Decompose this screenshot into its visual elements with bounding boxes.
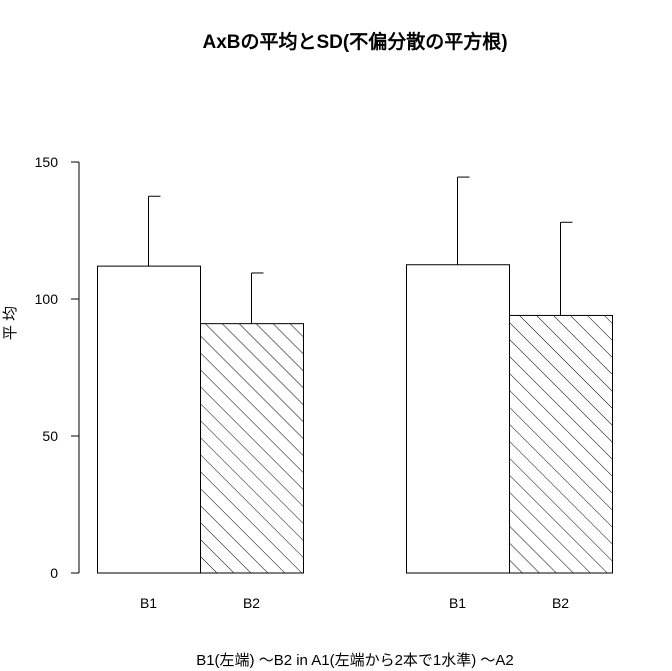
y-axis: 0 50 100 150 [35, 154, 80, 581]
category-label: B2 [552, 595, 569, 611]
category-label: B1 [140, 595, 157, 611]
bar [406, 264, 510, 574]
bar [200, 323, 304, 574]
error-bars-layer [148, 176, 573, 324]
y-tick-label: 100 [35, 291, 59, 307]
category-labels: B1 B2 B1 B2 [140, 595, 569, 611]
bar [509, 314, 613, 574]
chart-title: AxBの平均とSD(不偏分散の平方根) [202, 30, 507, 53]
y-tick-label: 50 [42, 428, 58, 444]
x-axis-label: B1(左端) ～B2 in A1(左端から2本で1水準) ～A2 [196, 652, 514, 669]
category-label: B1 [449, 595, 466, 611]
y-tick-label: 0 [50, 565, 58, 581]
category-label: B2 [243, 595, 260, 611]
y-axis-label: 平 均 [2, 306, 19, 340]
y-tick-label: 150 [35, 154, 59, 170]
bar [97, 265, 201, 574]
bars-layer [97, 264, 613, 574]
